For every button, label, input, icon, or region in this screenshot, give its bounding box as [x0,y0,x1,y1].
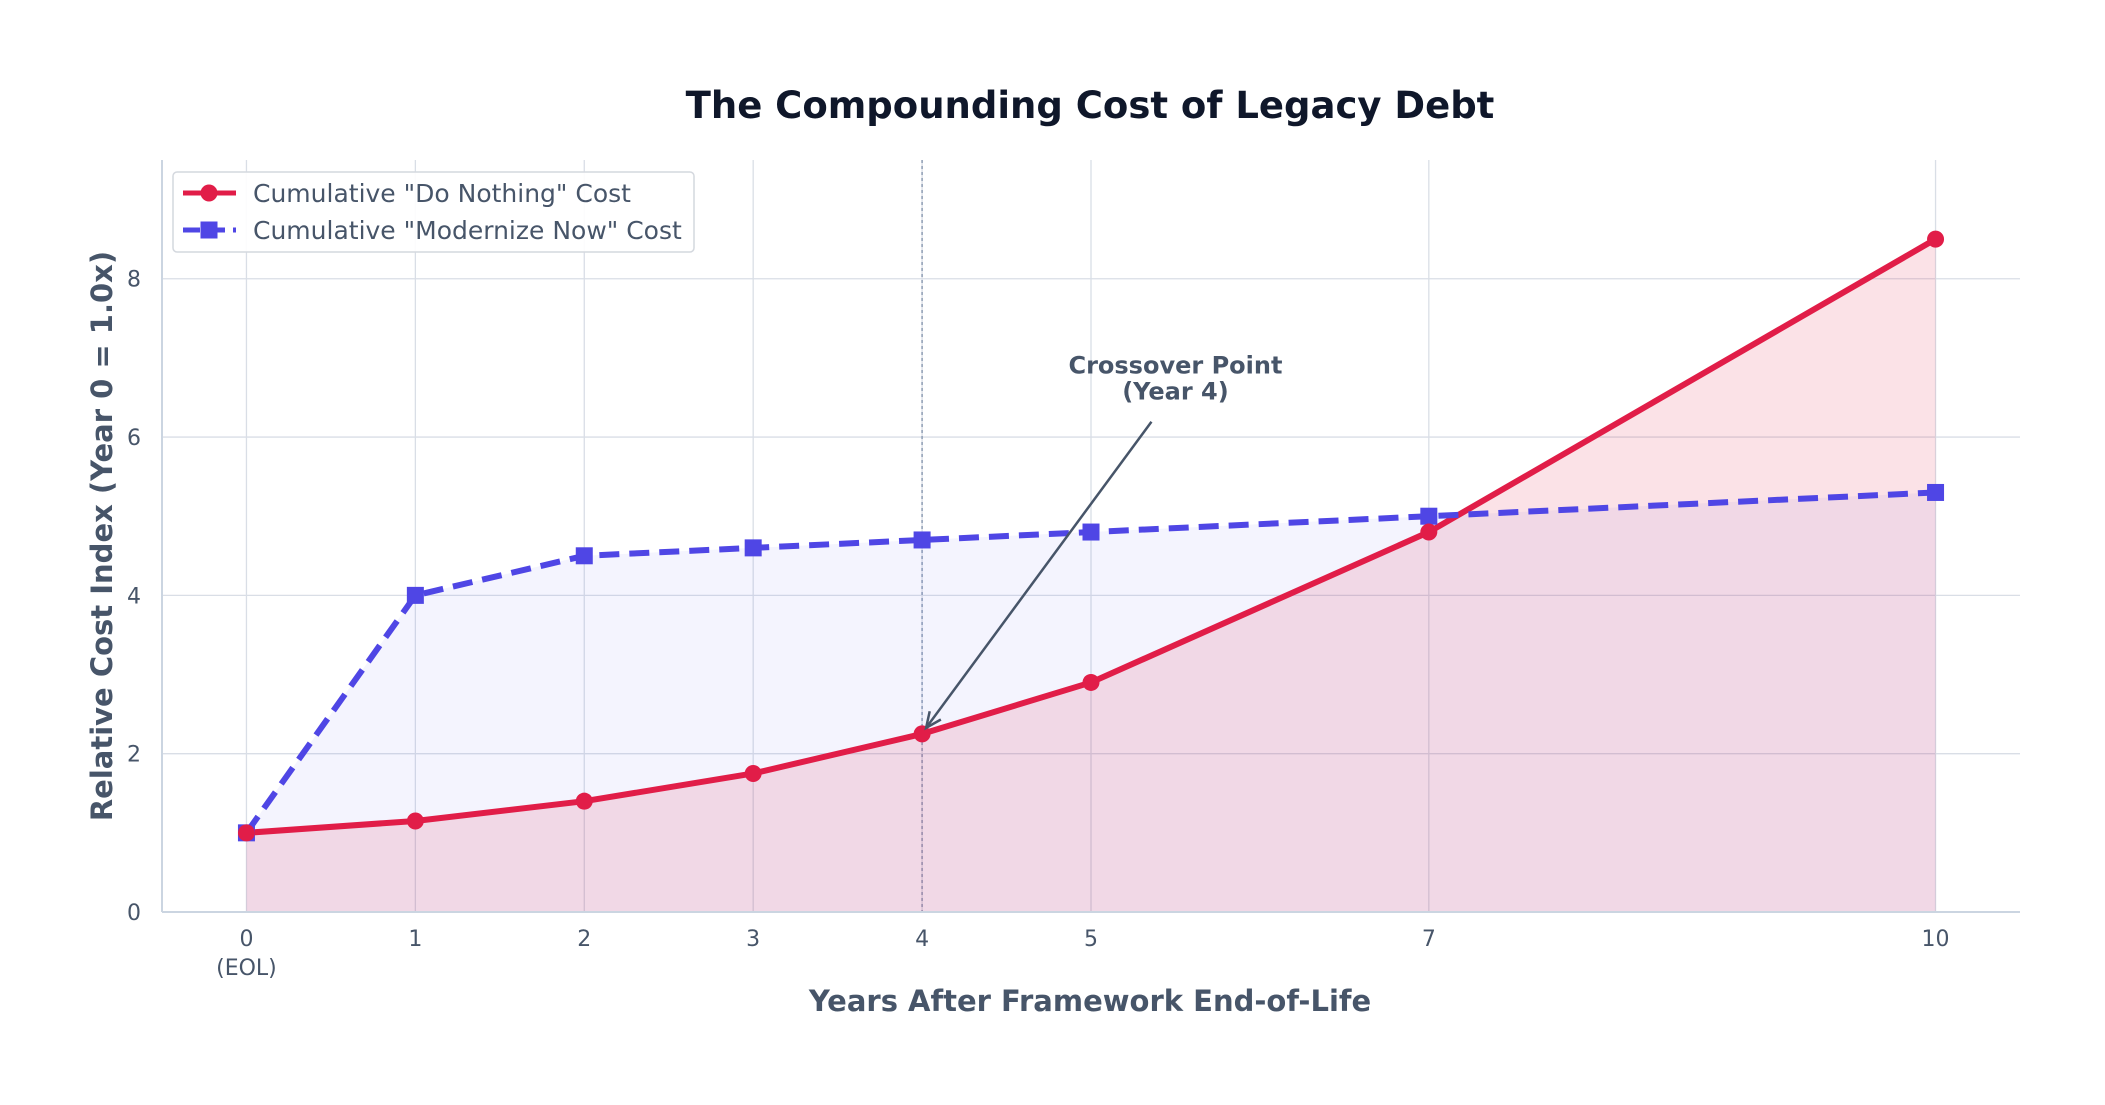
area-fill-series-0 [246,239,1936,912]
series-markers [237,230,1945,842]
x-tick-label: 0 [239,927,253,952]
x-tick-label: 10 [1922,927,1950,952]
annotation-text: Crossover Point [1068,352,1282,380]
legend: Cumulative "Do Nothing" Cost Cumulative … [172,171,695,253]
y-axis-label: Relative Cost Index (Year 0 = 1.0x) [85,251,119,821]
y-tick-label: 8 [127,268,141,293]
y-tick-label: 4 [127,584,141,609]
x-tick-label: 2 [577,927,591,952]
area-fills [246,239,1936,912]
annotation-text: (Year 4) [1122,378,1228,406]
legend-marker-do-nothing [200,184,218,202]
x-tick-sublabel: (EOL) [216,956,277,981]
x-tick-label: 3 [746,927,760,952]
data-point-series-0 [913,725,931,743]
y-tick-label: 6 [127,426,141,451]
data-point-series-0 [237,824,255,842]
series-lines [243,236,1939,836]
data-point-series-1 [1927,483,1945,501]
annotation: Crossover Point(Year 4) [924,352,1282,731]
legend-label-do-nothing: Cumulative "Do Nothing" Cost [253,179,631,208]
tick-labels: 0 (EOL) 1 2 3 4 5 7 10 0 2 4 6 8 [127,268,1950,981]
legend-marker-modernize-now [200,221,218,239]
data-point-series-0 [1927,230,1945,248]
chart-title: The Compounding Cost of Legacy Debt [686,84,1495,127]
legend-label-modernize-now: Cumulative "Modernize Now" Cost [253,216,682,245]
x-tick-label: 1 [408,927,422,952]
data-point-series-1 [913,531,931,549]
x-axis-label: Years After Framework End-of-Life [808,984,1371,1018]
data-point-series-1 [1420,507,1438,525]
data-point-series-0 [744,764,762,782]
data-point-series-0 [1082,673,1100,691]
area-fill-series-1 [246,492,1936,912]
series-line-0 [243,236,1939,836]
data-point-series-0 [575,792,593,810]
y-tick-label: 2 [127,743,141,768]
data-point-series-1 [575,547,593,565]
annotation-arrow-head [924,711,942,731]
data-point-series-1 [1082,523,1100,541]
x-tick-label: 4 [915,927,929,952]
data-point-series-1 [744,539,762,557]
data-point-series-1 [406,586,424,604]
data-point-series-0 [406,812,424,830]
annotation-arrow-shaft [925,420,1153,729]
legend-frame [172,171,695,253]
x-tick-label: 5 [1084,927,1098,952]
data-point-series-0 [1420,523,1438,541]
y-tick-label: 0 [127,901,141,926]
x-tick-label: 7 [1422,927,1436,952]
